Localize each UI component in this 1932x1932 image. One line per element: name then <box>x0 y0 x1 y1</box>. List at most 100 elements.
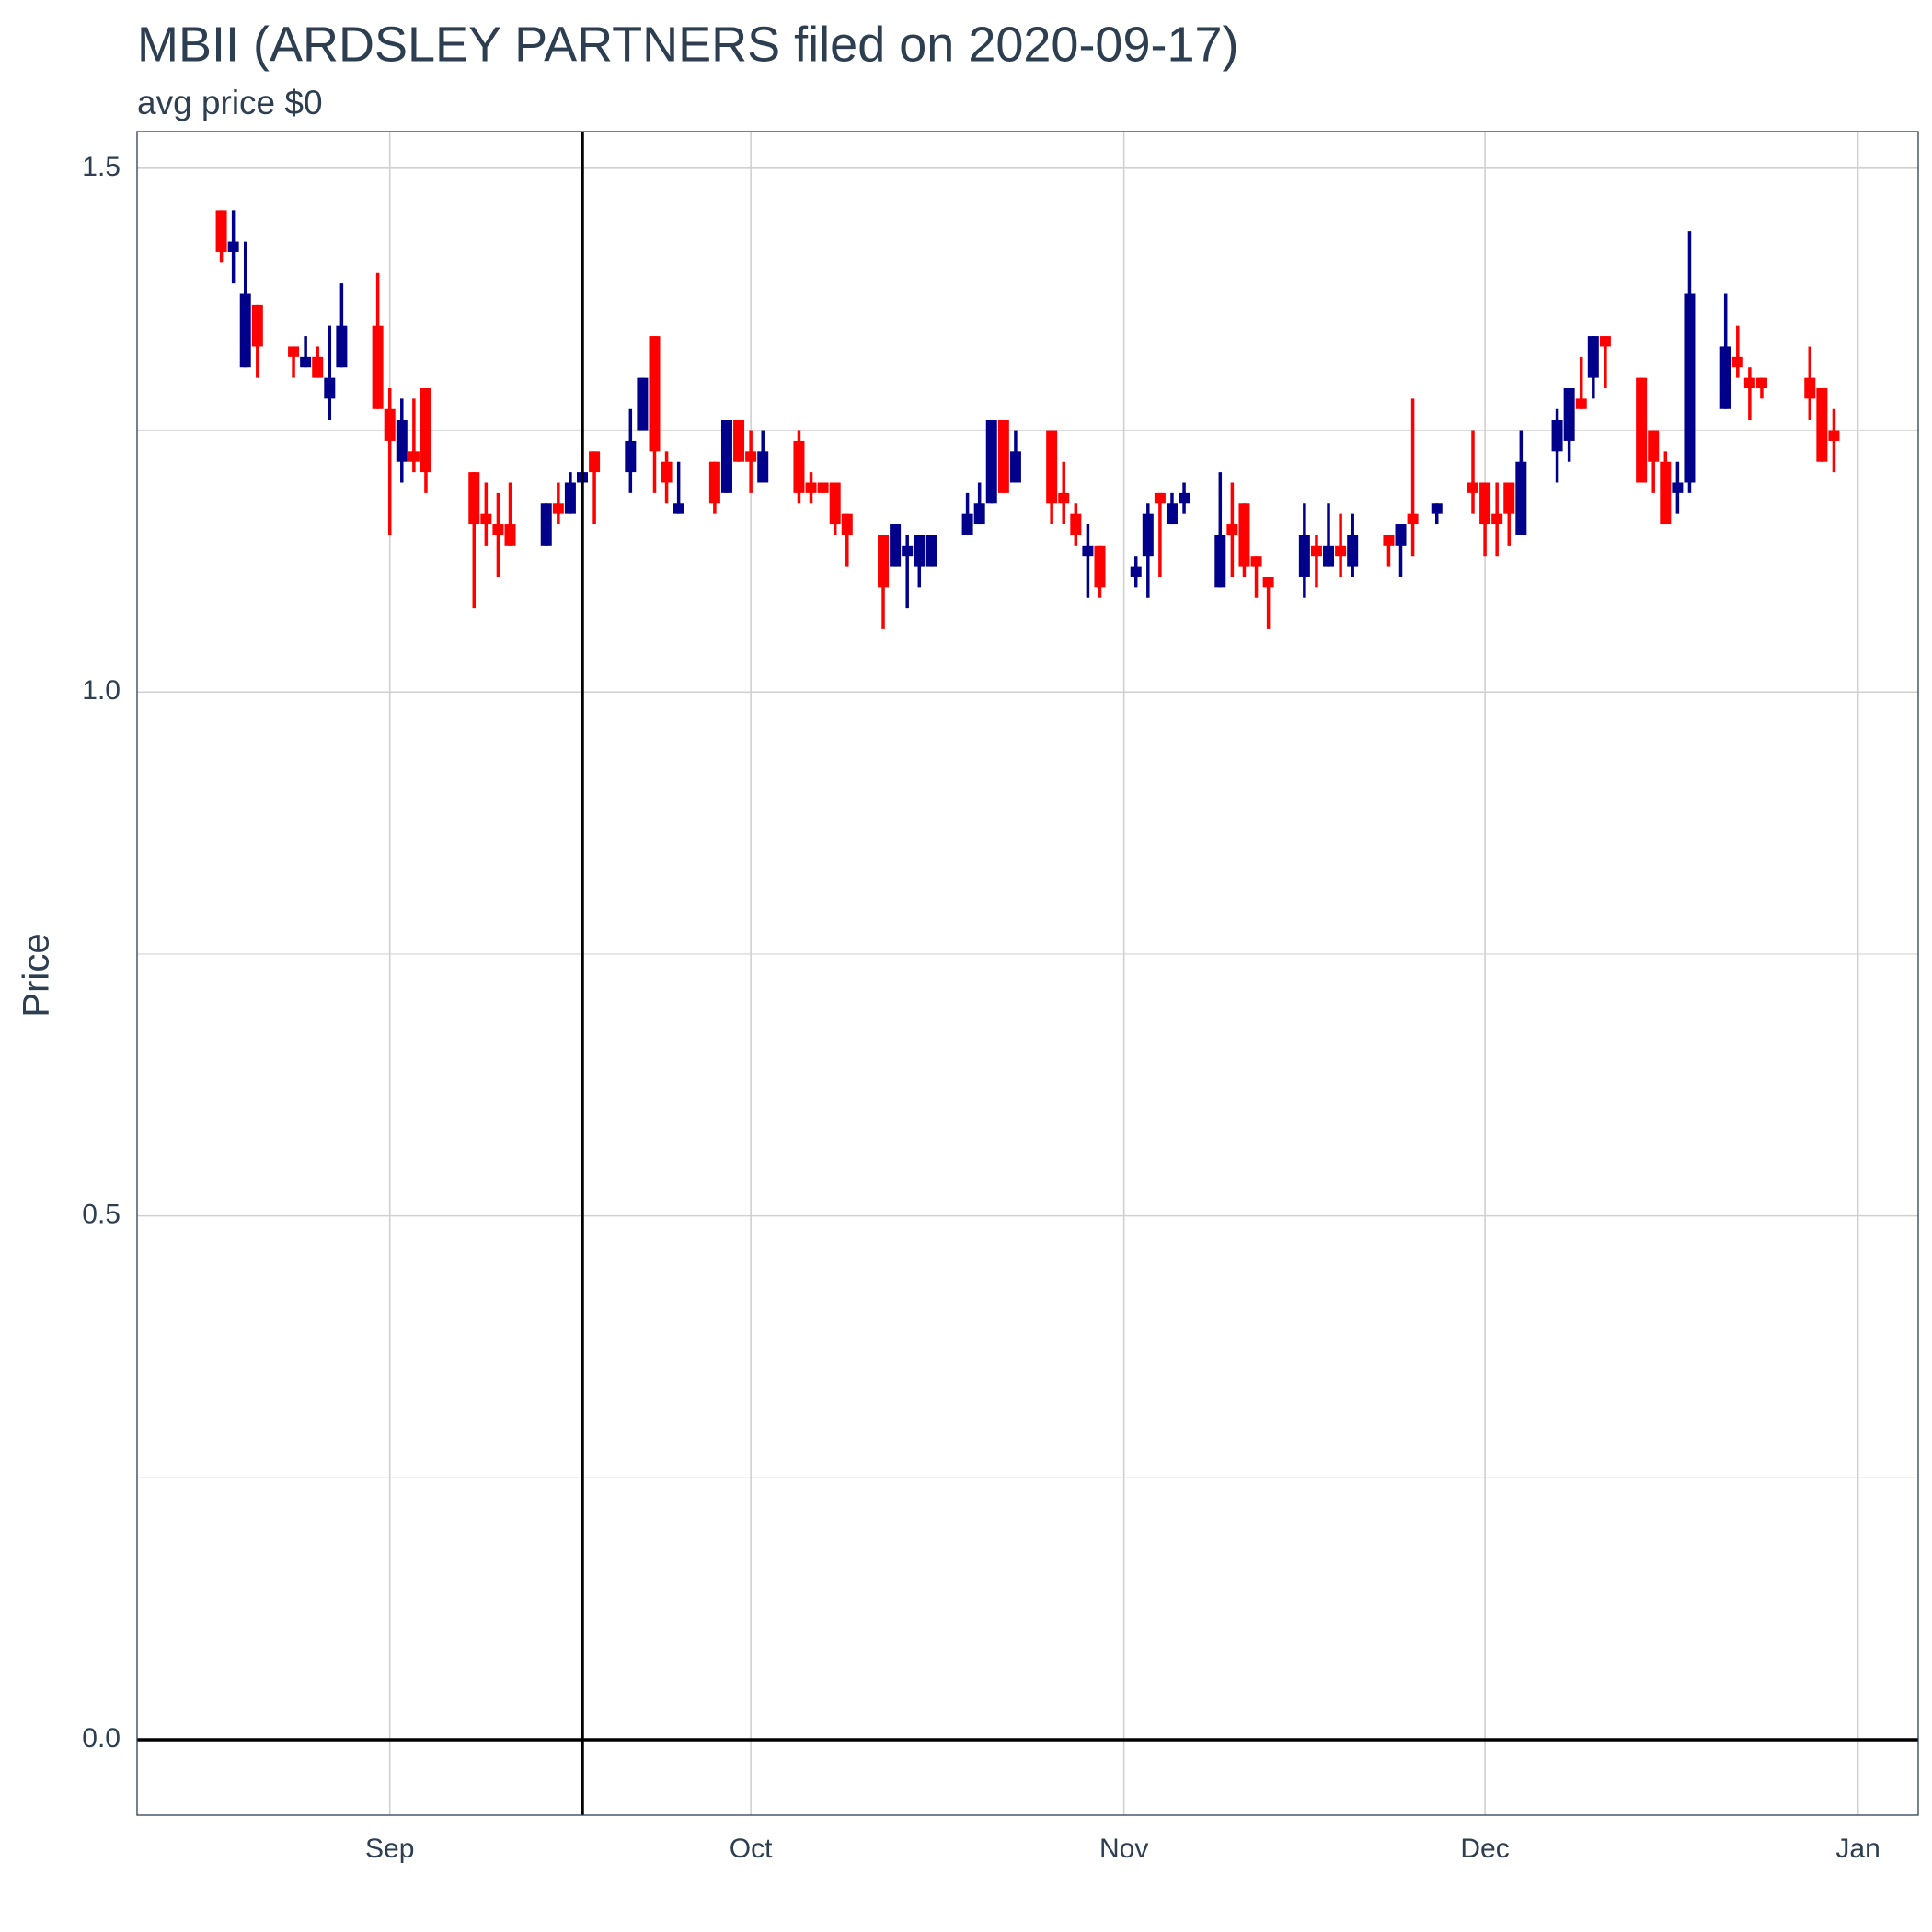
candle <box>1407 398 1419 557</box>
y-tick-label: 0.0 <box>82 1723 121 1754</box>
candle-body <box>1828 430 1840 441</box>
candle-body <box>1130 566 1142 577</box>
candle <box>1828 408 1840 473</box>
candle <box>625 408 637 493</box>
candle <box>1335 513 1347 577</box>
candle-body <box>589 451 601 473</box>
candle <box>1046 430 1058 525</box>
candle-body <box>1743 377 1755 388</box>
candle-body <box>997 420 1009 493</box>
candle <box>1599 336 1611 388</box>
candle-body <box>396 420 408 462</box>
candle <box>1323 503 1335 567</box>
candle <box>1347 513 1359 577</box>
candle-body <box>1648 430 1660 462</box>
candle-body <box>793 440 805 493</box>
candle <box>1479 482 1491 557</box>
candle <box>239 241 251 368</box>
candle-body <box>336 325 348 368</box>
y-tick-label: 1.0 <box>82 675 121 706</box>
candle-body <box>914 535 926 567</box>
candle-body <box>1551 420 1563 452</box>
candle <box>745 430 757 493</box>
candle-body <box>1816 387 1828 462</box>
candle <box>1563 387 1575 462</box>
candle-body <box>973 503 985 525</box>
candle <box>1214 472 1226 588</box>
candle-body <box>878 535 890 588</box>
candle <box>805 472 817 504</box>
candle-body <box>841 513 853 535</box>
candle <box>1094 545 1106 598</box>
candle <box>589 451 601 525</box>
candle <box>926 535 937 567</box>
candle-body <box>1166 503 1178 525</box>
candle <box>1142 503 1154 598</box>
candle-body <box>805 482 817 493</box>
candle-body <box>1599 336 1611 347</box>
candle-body <box>1636 377 1648 483</box>
candle-body <box>1515 461 1527 535</box>
candle-body <box>300 356 312 368</box>
candle-body <box>1082 545 1094 557</box>
candle <box>661 451 673 504</box>
candle <box>708 461 720 514</box>
candle-body <box>251 304 263 347</box>
candle <box>312 346 324 378</box>
candle-body <box>1503 482 1515 514</box>
candle-body <box>1298 535 1310 577</box>
candle-body <box>708 461 720 504</box>
candle-body <box>1383 535 1395 546</box>
candle <box>1743 367 1755 420</box>
candle <box>637 377 649 431</box>
candle <box>1467 430 1478 514</box>
candle <box>1383 535 1395 567</box>
candle <box>1491 482 1503 557</box>
y-tick-label: 1.5 <box>82 152 121 182</box>
candle-body <box>288 346 300 357</box>
candle-body <box>1009 451 1021 483</box>
candle-body <box>1226 524 1238 535</box>
candle-body <box>564 482 576 514</box>
candle-body <box>1575 398 1587 409</box>
candle <box>384 387 396 535</box>
candle <box>372 272 384 409</box>
candle-body <box>1046 430 1058 504</box>
chart-title: MBII (ARDSLEY PARTNERS filed on 2020-09-… <box>137 17 1239 72</box>
candle-body <box>540 503 552 546</box>
candle-body <box>552 503 564 514</box>
candle-body <box>324 377 336 399</box>
candle <box>1755 377 1767 399</box>
candle <box>890 524 902 567</box>
candle-body <box>239 293 251 368</box>
candle <box>1551 408 1563 483</box>
candle <box>1395 524 1407 577</box>
y-axis-label: Price <box>17 933 57 1017</box>
candle-body <box>215 210 227 252</box>
candle <box>1226 482 1238 577</box>
candle <box>1298 503 1310 598</box>
candle-body <box>372 325 384 409</box>
candle-body <box>926 535 937 567</box>
candle <box>1009 430 1021 483</box>
candle <box>1166 492 1178 525</box>
candle-body <box>1347 535 1359 567</box>
candle <box>396 398 408 483</box>
candle <box>733 420 745 462</box>
candle <box>552 482 564 525</box>
candle-body <box>480 513 492 525</box>
candle <box>829 482 841 535</box>
candle <box>817 482 829 493</box>
candle-body <box>1407 513 1419 525</box>
candle-body <box>1431 503 1443 514</box>
x-tick-label: Sep <box>365 1834 414 1864</box>
x-tick-label: Nov <box>1099 1834 1148 1864</box>
candle <box>300 336 312 368</box>
candle <box>1515 430 1527 535</box>
candle <box>324 325 336 420</box>
candle <box>1684 231 1696 493</box>
candle-body <box>1804 377 1816 399</box>
candle-body <box>1070 513 1082 535</box>
candle <box>504 482 516 546</box>
